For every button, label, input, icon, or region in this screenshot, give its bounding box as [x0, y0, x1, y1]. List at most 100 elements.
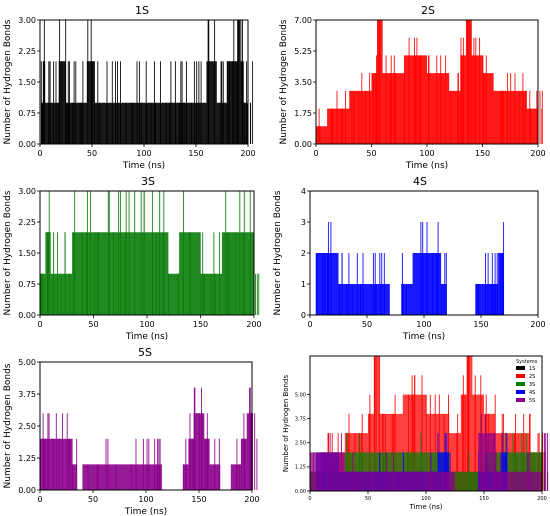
- y-tick-label: 5.00: [295, 392, 306, 398]
- x-axis-label: Time (ns): [125, 332, 168, 342]
- x-tick-label: 0: [313, 149, 318, 158]
- y-tick-label: 2.50: [18, 422, 36, 431]
- y-axis-label: Number of Hydrogen Bonds: [3, 363, 13, 488]
- y-tick-label: 3.75: [295, 416, 306, 422]
- x-tick-label: 100: [416, 320, 431, 329]
- x-tick-label: 200: [244, 495, 259, 504]
- panel-1s-title: 1S: [135, 4, 149, 17]
- x-tick-label: 100: [138, 495, 153, 504]
- y-tick-label: 1.50: [18, 78, 36, 87]
- series-4-0: [40, 387, 258, 490]
- legend-swatch: [516, 382, 525, 386]
- y-tick-label: 0.00: [294, 140, 312, 149]
- y-tick-label: 1: [301, 280, 306, 289]
- chart-panel-4: 0 50 100 150 200 0.00 1.25 2.50 3.75 5.00 Time (ns…: [3, 358, 260, 516]
- x-tick-label: 100: [419, 149, 434, 158]
- x-tick-label: 50: [88, 320, 98, 329]
- series-1-0: [316, 20, 543, 144]
- y-tick-label: 1.50: [18, 249, 36, 258]
- x-axis-label: Time (ns): [402, 332, 445, 342]
- series-2-0: [39, 191, 260, 315]
- legend-label: 1S: [529, 366, 535, 372]
- y-tick-label: 0.75: [18, 109, 36, 118]
- x-tick-label: 0: [37, 495, 42, 504]
- x-tick-label: 0: [308, 496, 311, 502]
- y-tick-label: 3.50: [294, 78, 312, 87]
- series-5-4: [310, 413, 548, 491]
- y-tick-label: 3.00: [18, 16, 36, 25]
- x-tick-label: 200: [530, 320, 545, 329]
- series-area: [310, 253, 538, 315]
- panel-2s-title: 2S: [421, 4, 435, 17]
- series-area: [310, 433, 542, 491]
- chart-panel-3: 0 50 100 150 200 0 1 2 3 4 Time (ns) Number of Hydr…: [273, 187, 546, 342]
- y-tick-label: 2.25: [18, 218, 36, 227]
- y-tick-label: 2: [301, 249, 306, 258]
- y-axis-label: Number of Hydrogen Bonds: [279, 19, 289, 144]
- y-tick-label: 5.00: [18, 358, 36, 367]
- x-tick-label: 0: [37, 149, 42, 158]
- legend-label: 2S: [529, 374, 535, 380]
- y-tick-label: 1.75: [294, 109, 312, 118]
- y-tick-label: 3.75: [18, 390, 36, 399]
- x-tick-label: 150: [193, 320, 208, 329]
- y-tick-label: 1.25: [295, 465, 306, 471]
- legend-swatch: [516, 374, 525, 378]
- legend-title: Systems: [516, 359, 538, 365]
- series-area: [316, 20, 538, 144]
- chart-panel-5: 0 50 100 150 200 0.00 1.25 2.50 3.75 5.00 Time (ns…: [282, 355, 549, 511]
- chart-panel-1: 0 50 100 150 200 0.00 1.75 3.50 5.25 7.00 Time (ns…: [279, 16, 546, 171]
- legend-swatch: [516, 398, 525, 402]
- x-tick-label: 150: [188, 149, 203, 158]
- x-axis-label: Time (ns): [405, 161, 448, 171]
- x-tick-label: 150: [473, 320, 488, 329]
- x-tick-label: 200: [246, 320, 261, 329]
- legend-swatch: [516, 366, 525, 370]
- x-tick-label: 50: [88, 495, 98, 504]
- x-tick-label: 150: [475, 149, 490, 158]
- y-tick-label: 0.00: [18, 486, 36, 495]
- panel-4s-title: 4S: [413, 175, 427, 188]
- y-axis-label: Number of Hydrogen Bonds: [3, 19, 13, 144]
- y-tick-label: 3: [301, 218, 306, 227]
- legend-label: 5S: [529, 398, 535, 404]
- y-tick-label: 0.00: [18, 311, 36, 320]
- x-tick-label: 100: [139, 320, 154, 329]
- x-tick-label: 50: [362, 320, 372, 329]
- x-tick-label: 200: [537, 496, 547, 502]
- y-tick-label: 4: [301, 187, 306, 196]
- x-tick-label: 50: [87, 149, 97, 158]
- y-tick-label: 2.50: [295, 441, 306, 447]
- panel-3s-title: 3S: [141, 175, 155, 188]
- y-axis-label: Number of Hydrogen Bonds: [282, 375, 290, 473]
- x-tick-label: 0: [307, 320, 312, 329]
- y-tick-label: 0: [301, 311, 306, 320]
- y-axis-label: Number of Hydrogen Bonds: [273, 190, 283, 315]
- chart-panel-2: 0 50 100 150 200 0.00 0.75 1.50 2.25 3.00 Time (ns…: [3, 187, 262, 342]
- chart-panel-0: 0 50 100 150 200 0.00 0.75 1.50 2.25 3.00 Time (ns…: [3, 16, 256, 171]
- y-axis-label: Number of Hydrogen Bonds: [3, 190, 13, 315]
- y-tick-label: 1.25: [18, 454, 36, 463]
- x-tick-label: 150: [479, 496, 489, 502]
- x-tick-label: 200: [530, 149, 545, 158]
- y-tick-label: 0.75: [18, 280, 36, 289]
- x-tick-label: 50: [365, 496, 371, 502]
- legend-label: 4S: [529, 390, 535, 396]
- series-0-0: [40, 20, 254, 144]
- series-area: [40, 232, 254, 315]
- y-tick-label: 7.00: [294, 16, 312, 25]
- series-3-0: [310, 222, 538, 315]
- y-tick-label: 2.25: [18, 47, 36, 56]
- series-area: [40, 20, 248, 144]
- y-tick-label: 3.00: [18, 187, 36, 196]
- x-tick-label: 0: [37, 320, 42, 329]
- x-axis-label: Time (ns): [409, 503, 443, 511]
- y-tick-label: 0.00: [18, 140, 36, 149]
- legend-label: 3S: [529, 382, 535, 388]
- legend-swatch: [516, 390, 525, 394]
- x-tick-label: 200: [240, 149, 255, 158]
- x-tick-label: 100: [421, 496, 431, 502]
- x-tick-label: 100: [136, 149, 151, 158]
